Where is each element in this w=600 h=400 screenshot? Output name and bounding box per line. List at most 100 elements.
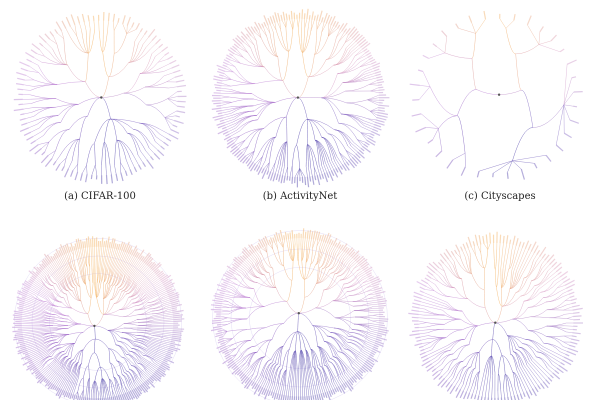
leaf-label-mark	[435, 150, 443, 158]
leaf-label-mark	[332, 389, 336, 395]
leaf-label-mark	[35, 373, 42, 379]
tree-edge	[37, 65, 58, 85]
tree-leaf-edge	[363, 122, 374, 128]
leaf-label-mark	[248, 249, 254, 255]
tree-leaf-edge	[41, 141, 50, 149]
tree-leaf-edge	[429, 280, 436, 285]
tree-leaf-edge	[421, 113, 439, 129]
leaf-label-mark	[364, 50, 370, 54]
tree-leaf-edge	[360, 126, 372, 132]
leaf-label-mark	[23, 282, 32, 288]
leaf-label-mark	[171, 335, 182, 338]
tree-edge	[269, 136, 276, 163]
leaf-label-mark	[268, 239, 272, 245]
tree-leaf-edge	[167, 308, 172, 311]
leaf-label-mark	[163, 357, 175, 364]
tree-edge	[122, 314, 138, 318]
leaf-label-mark	[222, 274, 232, 280]
leaf-label-mark	[65, 392, 69, 398]
leaf-label-mark	[417, 69, 424, 73]
leaf-label-mark	[414, 342, 423, 347]
tree-leaf-edge	[538, 31, 541, 45]
tree-edge	[427, 335, 447, 338]
tree-leaf-edge	[243, 42, 251, 48]
leaf-label-mark	[366, 139, 376, 146]
tree-leaf-edge	[557, 282, 564, 289]
tree-leaf-edge	[342, 255, 350, 263]
tree-edge	[296, 145, 300, 169]
tree-leaf-edge	[47, 365, 61, 381]
leaf-label-mark	[244, 27, 252, 36]
tree-leaf-edge	[30, 343, 60, 359]
leaf-label-mark	[343, 162, 350, 171]
leaf-label-mark	[173, 69, 181, 74]
leaf-label-mark	[210, 327, 222, 332]
leaf-label-mark	[378, 107, 385, 109]
tree-edge	[123, 73, 141, 94]
leaf-label-mark	[261, 168, 265, 174]
tree-leaf-edge	[55, 369, 66, 386]
tree-leaf-edge	[261, 28, 267, 37]
leaf-label-mark	[157, 149, 165, 157]
tree-leaf-edge	[312, 239, 316, 249]
tree-edge	[116, 139, 121, 163]
tree-leaf-edge	[291, 19, 294, 30]
leaf-label-mark	[29, 365, 37, 371]
leaf-label-mark	[357, 257, 366, 265]
leaf-label-mark	[433, 373, 441, 381]
leaf-label-mark	[29, 144, 39, 152]
leaf-label-mark	[213, 102, 221, 105]
tree-edge	[98, 30, 103, 53]
leaf-label-mark	[222, 61, 229, 66]
leaf-label-mark	[217, 288, 226, 293]
tree-leaf-edge	[145, 40, 153, 48]
tree-leaf-edge	[304, 370, 308, 397]
tree-leaf-edge	[134, 31, 141, 42]
tree-leaf-edge	[146, 344, 168, 353]
tree-leaf-edge	[166, 77, 175, 82]
leaf-label-mark	[462, 243, 466, 250]
tree-edge	[335, 317, 353, 330]
leaf-label-mark	[250, 244, 257, 252]
tree-leaf-edge	[557, 285, 565, 289]
tree-leaf-edge	[228, 283, 235, 287]
leaf-label-mark	[220, 287, 226, 291]
tree-edge	[268, 363, 278, 384]
tree-leaf-edge	[468, 248, 471, 254]
tree-leaf-edge	[316, 21, 322, 30]
tree-leaf-edge	[433, 362, 439, 367]
tree-leaf-edge	[345, 150, 353, 158]
tree-leaf-edge	[338, 33, 347, 43]
leaf-label-mark	[162, 361, 169, 366]
leaf-label-mark	[272, 173, 277, 182]
tree-leaf-edge	[126, 27, 132, 34]
leaf-label-mark	[39, 42, 44, 47]
tree-leaf-edge	[360, 132, 370, 137]
tree-leaf-edge	[339, 152, 345, 164]
tree-leaf-edge	[431, 359, 439, 364]
tree-leaf-edge	[22, 103, 32, 105]
leaf-label-mark	[132, 248, 138, 257]
leaf-label-mark	[19, 61, 30, 67]
tree-edge	[124, 281, 136, 293]
tree-leaf-edge	[85, 392, 87, 398]
tree-edge	[307, 144, 318, 168]
tree-leaf-edge	[370, 330, 378, 334]
tree-leaf-edge	[118, 253, 129, 274]
tree-leaf-edge	[364, 349, 371, 353]
leaf-label-mark	[12, 314, 23, 317]
tree-leaf-edge	[367, 99, 379, 103]
leaf-label-mark	[62, 390, 66, 396]
tree-leaf-edge	[368, 118, 376, 123]
tree-edge	[104, 142, 111, 165]
tree-edge	[94, 325, 96, 340]
tree-edge	[429, 86, 458, 116]
tree-leaf-edge	[151, 47, 160, 54]
leaf-label-mark	[267, 17, 271, 25]
tree-edge	[73, 270, 81, 287]
leaf-label-mark	[361, 263, 370, 269]
leaf-label-mark	[321, 17, 324, 23]
leaf-label-mark	[367, 137, 376, 143]
tree-leaf-edge	[282, 239, 285, 248]
leaf-label-mark	[335, 168, 339, 173]
